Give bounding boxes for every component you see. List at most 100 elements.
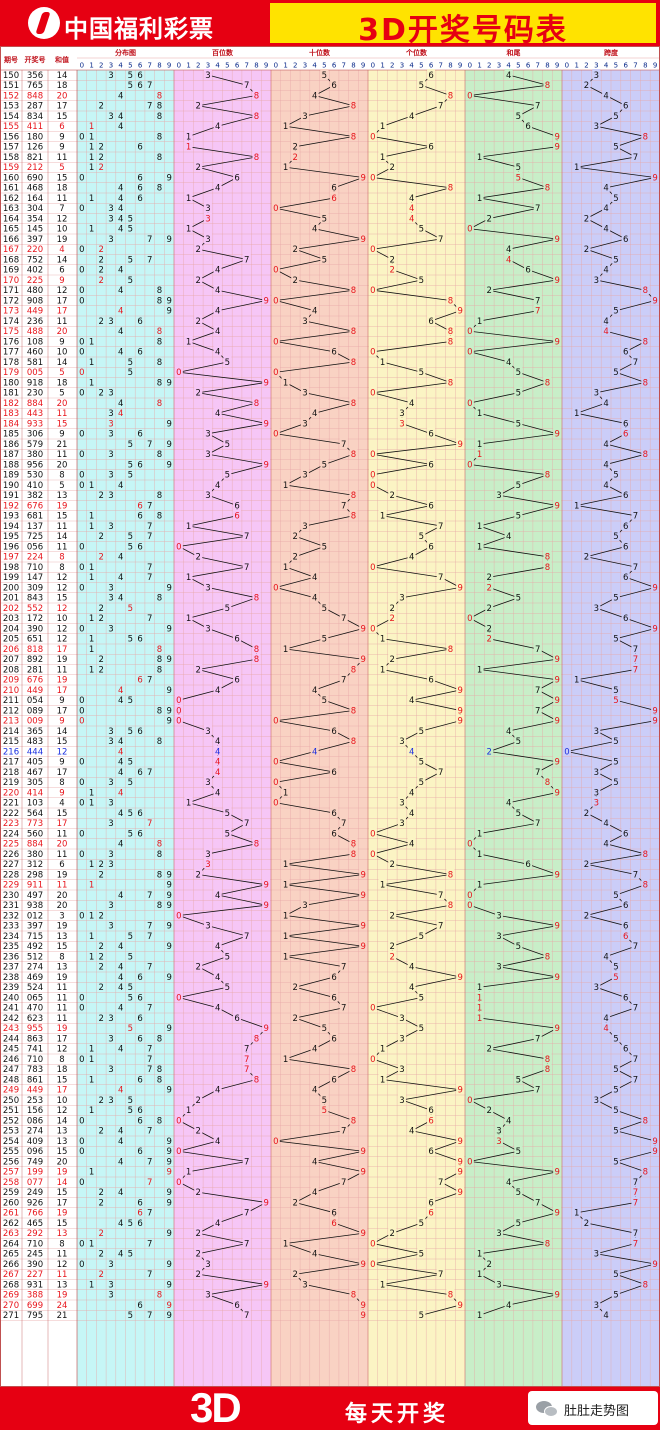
dist-mark: 0 <box>79 368 84 378</box>
trend-point-u: 3 <box>399 594 404 604</box>
trend-point-u: 1 <box>380 358 385 368</box>
trend-point-sp: 2 <box>584 553 589 563</box>
dist-mark: 9 <box>166 1188 171 1198</box>
trend-point-bg-st <box>553 427 562 438</box>
issue-cell: 265 <box>3 1250 19 1260</box>
trend-point-st: 2 <box>487 624 492 634</box>
trend-point-bg-st <box>514 509 523 520</box>
issue-cell: 193 <box>3 512 19 522</box>
trend-point-bg-h <box>242 253 251 264</box>
trend-point-sp: 4 <box>603 327 608 337</box>
trend-point-bg-sp <box>651 581 660 592</box>
trend-point-sp: 5 <box>613 737 618 747</box>
dist-mark: 4 <box>118 1045 123 1055</box>
trend-point-st: 0 <box>467 840 472 850</box>
number-cell: 402 <box>27 266 43 276</box>
dist-mark: 5 <box>128 276 133 286</box>
number-cell: 449 <box>27 307 43 317</box>
trend-point-bg-h <box>203 427 212 438</box>
dist-mark: 3 <box>108 819 113 829</box>
sum-cell: 8 <box>59 952 64 962</box>
trend-point-bg-h <box>223 437 232 448</box>
dist-mark: 2 <box>99 102 104 112</box>
trend-point-t: 1 <box>283 563 288 573</box>
trend-point-bg-st <box>475 1001 484 1012</box>
sum-cell: 13 <box>57 1137 68 1147</box>
trend-point-sp: 7 <box>633 512 638 522</box>
trend-point-bg-sp <box>641 1114 650 1125</box>
trend-point-bg-t <box>281 909 290 920</box>
sum-cell: 13 <box>57 932 68 942</box>
issue-cell: 253 <box>3 1127 19 1137</box>
dist-mark: 1 <box>89 378 94 388</box>
trend-point-bg-t <box>281 642 290 653</box>
sum-cell: 15 <box>57 112 68 122</box>
trend-point-t: 3 <box>302 389 307 399</box>
trend-point-bg-u <box>427 314 436 325</box>
trend-point-h: 0 <box>176 911 181 921</box>
header-sum: 和值 <box>54 55 69 64</box>
dist-mark: 8 <box>157 706 162 716</box>
trend-point-bg-sp <box>611 1124 620 1135</box>
trend-point-bg-sp <box>592 386 601 397</box>
trend-point-st: 8 <box>545 778 550 788</box>
digit-header-u-6: 6 <box>429 62 434 70</box>
trend-point-bg-t <box>349 663 358 674</box>
trend-point-bg-st <box>553 786 562 797</box>
trend-point-t: 1 <box>283 932 288 942</box>
trend-point-st: 9 <box>554 143 559 153</box>
digit-header-st-4: 4 <box>506 62 511 70</box>
trend-point-u: 8 <box>448 645 453 655</box>
trend-point-bg-sp <box>621 345 630 356</box>
trend-point-sp: 0 <box>564 747 569 757</box>
trend-point-sp: 7 <box>633 1004 638 1014</box>
dist-mark: 3 <box>108 471 113 481</box>
sum-cell: 9 <box>59 143 64 153</box>
trend-point-bg-st <box>533 1032 542 1043</box>
dist-mark: 7 <box>147 1209 152 1219</box>
trend-point-bg-u <box>446 868 455 879</box>
dist-mark: 6 <box>137 184 142 194</box>
trend-point-bg-st <box>533 1196 542 1207</box>
trend-point-bg-u <box>407 1124 416 1135</box>
trend-point-bg-sp <box>651 1257 660 1268</box>
trend-point-bg-t <box>291 530 300 541</box>
dist-mark: 6 <box>137 1198 142 1208</box>
trend-point-bg-st <box>543 550 552 561</box>
trend-point-t: 4 <box>312 594 317 604</box>
trend-point-bg-st <box>494 960 503 971</box>
trend-point-t: 4 <box>312 1086 317 1096</box>
dist-mark: 9 <box>166 583 171 593</box>
trend-point-st: 5 <box>516 809 521 819</box>
trend-point-t: 6 <box>331 184 336 194</box>
trend-point-sp: 5 <box>613 594 618 604</box>
trend-point-bg-u <box>407 550 416 561</box>
trend-point-t: 1 <box>283 163 288 173</box>
trend-point-bg-u <box>446 294 455 305</box>
sum-cell: 15 <box>57 1075 68 1085</box>
trend-point-bg-t <box>330 724 339 735</box>
trend-point-st: 2 <box>487 747 492 757</box>
trend-point-sp: 2 <box>584 911 589 921</box>
trend-point-bg-t <box>339 673 348 684</box>
trend-point-sp: 8 <box>643 850 648 860</box>
sum-cell: 20 <box>57 460 68 470</box>
dist-mark: 1 <box>89 788 94 798</box>
issue-cell: 246 <box>3 1055 19 1065</box>
sum-cell: 14 <box>57 71 68 81</box>
trend-point-bg-h <box>213 345 222 356</box>
trend-point-t: 4 <box>312 225 317 235</box>
trend-point-u: 3 <box>399 1065 404 1075</box>
issue-cell: 198 <box>3 563 19 573</box>
trend-point-u: 2 <box>390 604 395 614</box>
digit-header-st-6: 6 <box>526 62 531 70</box>
trend-point-u: 7 <box>438 891 443 901</box>
trend-point-bg-u <box>388 909 397 920</box>
issue-cell: 247 <box>3 1065 19 1075</box>
trend-point-st: 5 <box>516 163 521 173</box>
digit-header-dist-7: 7 <box>148 62 152 70</box>
trend-point-h: 6 <box>234 676 239 686</box>
sum-cell: 19 <box>57 235 68 245</box>
trend-point-t: 9 <box>360 173 365 183</box>
sum-cell: 11 <box>57 1004 68 1014</box>
